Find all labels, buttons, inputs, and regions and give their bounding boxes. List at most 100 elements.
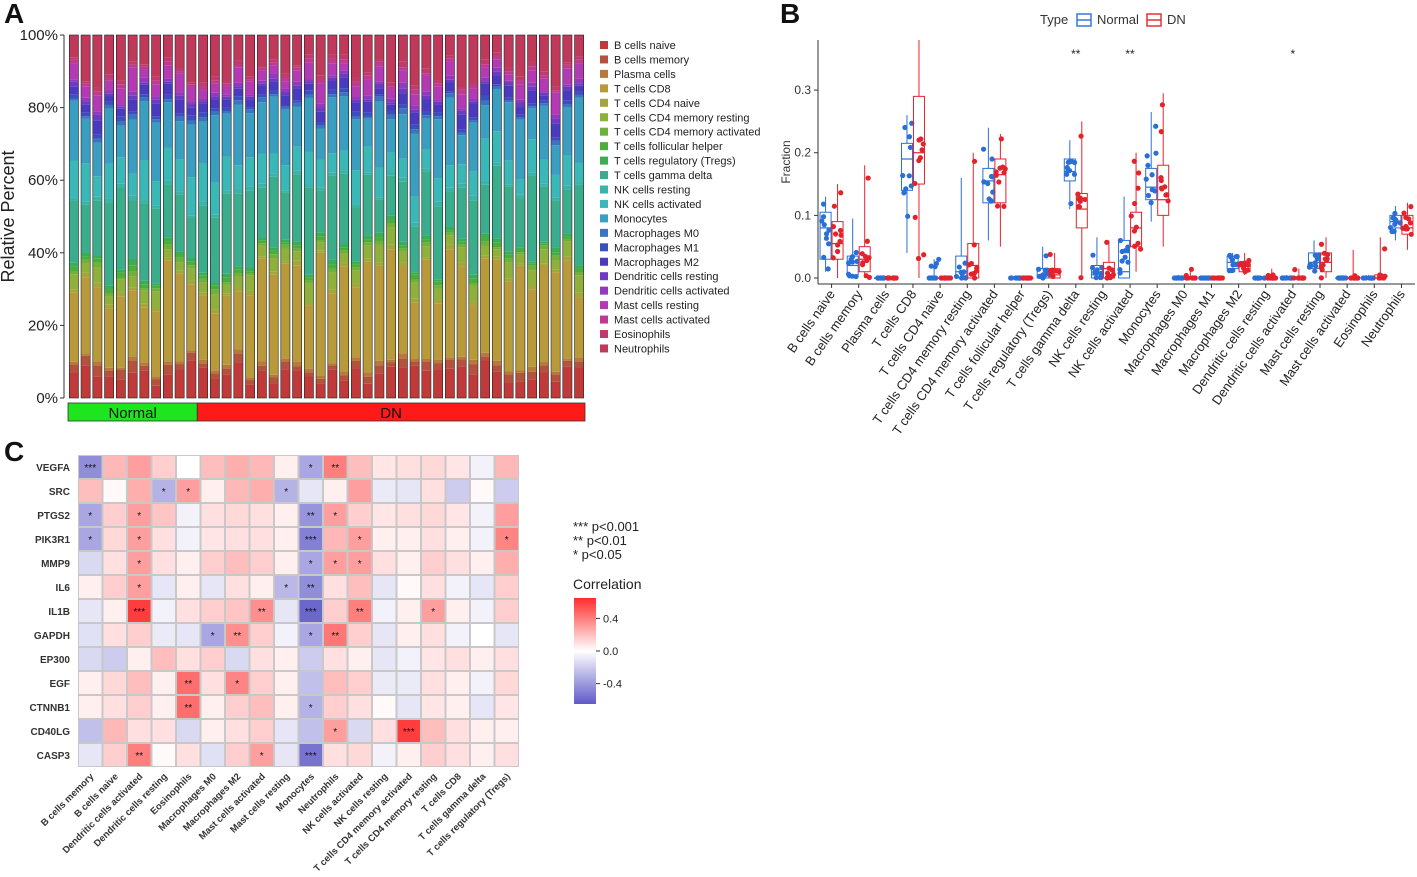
heatmap-cell bbox=[128, 480, 151, 502]
bar-segment bbox=[410, 282, 420, 299]
heatmap-cell bbox=[373, 456, 396, 478]
significance-stars: * bbox=[235, 679, 239, 690]
data-point bbox=[849, 254, 856, 260]
data-point bbox=[1132, 200, 1138, 207]
heatmap-cell bbox=[152, 648, 175, 670]
bar-segment bbox=[233, 60, 243, 65]
bar-segment bbox=[421, 118, 431, 150]
bar-segment bbox=[245, 271, 255, 273]
bar-segment bbox=[104, 198, 114, 203]
bar-segment bbox=[410, 89, 420, 95]
bar-segment bbox=[398, 251, 408, 263]
data-point bbox=[1043, 271, 1049, 277]
data-point bbox=[1117, 266, 1123, 273]
bar-segment bbox=[222, 94, 232, 97]
data-point bbox=[980, 146, 987, 152]
heatmap-cell bbox=[152, 576, 175, 598]
data-point bbox=[906, 173, 912, 179]
data-point bbox=[1198, 275, 1204, 281]
bar-segment bbox=[504, 186, 514, 252]
bar-segment bbox=[233, 165, 243, 189]
bar-segment bbox=[92, 196, 102, 201]
data-point bbox=[1178, 275, 1184, 281]
bar-segment bbox=[527, 366, 537, 372]
bar-segment bbox=[551, 118, 561, 124]
data-point bbox=[859, 251, 865, 257]
bar-segment bbox=[222, 111, 232, 114]
heatmap-cell bbox=[446, 744, 469, 766]
bar-segment bbox=[175, 361, 185, 365]
data-point bbox=[821, 222, 827, 228]
bar-segment bbox=[292, 248, 302, 252]
data-point bbox=[1144, 153, 1150, 159]
bar-segment bbox=[410, 105, 420, 110]
bar-segment bbox=[116, 106, 126, 109]
bar-segment bbox=[292, 88, 302, 101]
heatmap-cell bbox=[299, 504, 322, 526]
bar-segment bbox=[104, 101, 114, 105]
panel-label-b: B bbox=[780, 0, 801, 29]
bar-segment bbox=[128, 265, 138, 272]
bar-segment bbox=[210, 285, 220, 290]
bar-segment bbox=[163, 65, 173, 79]
bar-segment bbox=[351, 96, 361, 100]
bar-segment bbox=[269, 62, 279, 66]
data-point bbox=[1382, 246, 1388, 252]
heatmap-cell bbox=[495, 528, 518, 550]
bar-segment bbox=[492, 365, 502, 372]
legend-swatch bbox=[600, 257, 608, 266]
bar-segment bbox=[280, 106, 290, 110]
bar-outline bbox=[362, 34, 373, 399]
bar-segment bbox=[81, 83, 91, 87]
heatmap-cell bbox=[495, 624, 518, 646]
bar-segment bbox=[527, 61, 537, 67]
bar-segment bbox=[457, 359, 467, 367]
bar-segment bbox=[245, 113, 255, 158]
heatmap-cell bbox=[177, 480, 200, 502]
data-point bbox=[1228, 254, 1234, 260]
bar-segment bbox=[527, 82, 537, 87]
data-point bbox=[1312, 252, 1318, 258]
bar-segment bbox=[304, 187, 314, 275]
bar-segment bbox=[257, 237, 267, 241]
bar-segment bbox=[539, 100, 549, 104]
bar-segment bbox=[386, 175, 396, 216]
bar-segment bbox=[527, 103, 537, 107]
bar-segment bbox=[104, 376, 114, 398]
heatmap-cell bbox=[495, 552, 518, 574]
bar-segment bbox=[175, 251, 185, 254]
bar-segment bbox=[316, 35, 326, 76]
data-point bbox=[1408, 204, 1414, 210]
bar-outline bbox=[292, 34, 303, 399]
bar-segment bbox=[186, 217, 196, 259]
heatmap-cell bbox=[275, 624, 298, 646]
heatmap-cell bbox=[446, 528, 469, 550]
bar-segment bbox=[398, 35, 408, 62]
bar-segment bbox=[81, 355, 91, 366]
bar-segment bbox=[151, 122, 161, 182]
heatmap-cell bbox=[471, 552, 494, 574]
bar-segment bbox=[233, 349, 243, 354]
box bbox=[1075, 192, 1088, 229]
bar-segment bbox=[163, 147, 173, 181]
data-point bbox=[845, 260, 852, 266]
bar-segment bbox=[116, 292, 126, 297]
bar-segment bbox=[186, 350, 196, 353]
bar-segment bbox=[433, 80, 443, 84]
bar-segment bbox=[386, 119, 396, 152]
bar-segment bbox=[351, 267, 361, 271]
bar-segment bbox=[398, 245, 408, 249]
bar-segment bbox=[175, 270, 185, 274]
bar-segment bbox=[433, 104, 443, 113]
bar-segment bbox=[151, 376, 161, 380]
data-point bbox=[1362, 275, 1369, 281]
bar-segment bbox=[374, 365, 384, 374]
data-point bbox=[866, 274, 872, 280]
bar-segment bbox=[410, 226, 420, 273]
bar-segment bbox=[245, 94, 255, 97]
bar-segment bbox=[562, 236, 572, 239]
heatmap-cell bbox=[103, 720, 126, 742]
bar-segment bbox=[539, 365, 549, 373]
heatmap-cell bbox=[471, 480, 494, 502]
